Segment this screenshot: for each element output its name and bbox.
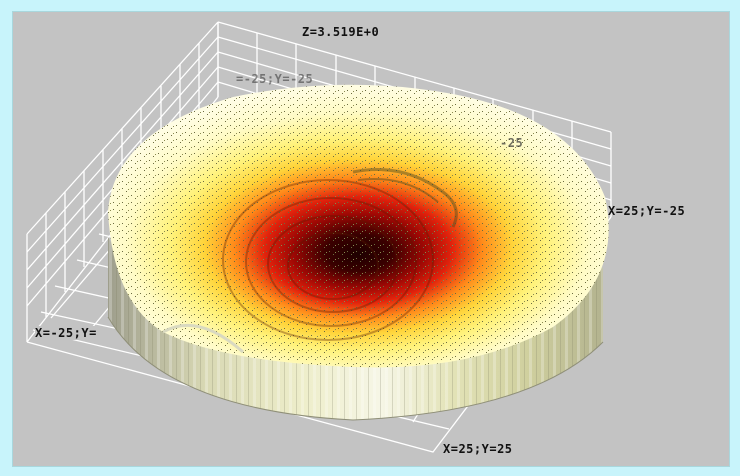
surface-plot-3d <box>26 21 612 453</box>
surface-side-wall <box>107 237 604 421</box>
corner-label-right: X=25;Y=-25 <box>608 204 686 218</box>
plot-title: Z=3.519E+0 <box>302 25 380 39</box>
corner-label-left: X=-25;Y= <box>35 326 99 340</box>
plot-panel: Z=3.519E+0 =-25;Y=-25 -25 X=25;Y=-25 X=2… <box>12 11 730 467</box>
corner-label-mid: -25 <box>500 136 524 150</box>
corner-label-back: =-25;Y=-25 <box>236 72 314 86</box>
corner-label-bottom: X=25;Y=25 <box>443 442 513 456</box>
surface-top <box>108 84 609 368</box>
